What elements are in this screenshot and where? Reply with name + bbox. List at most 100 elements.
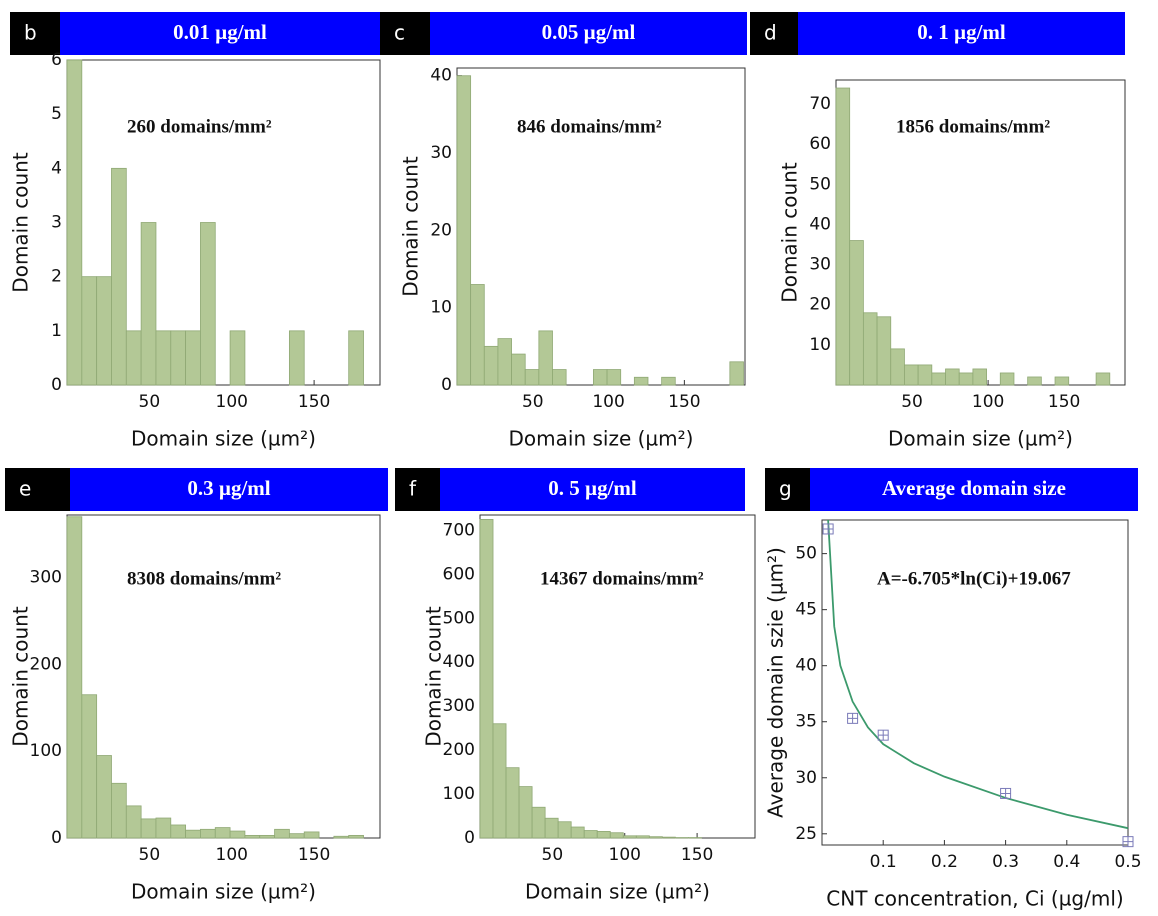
panel-letter-box xyxy=(395,468,440,511)
x-axis-label: Domain size (µm²) xyxy=(509,427,694,451)
x-tick-label: 0.4 xyxy=(1053,852,1080,872)
x-tick-label: 50 xyxy=(139,845,161,865)
x-tick-label: 100 xyxy=(972,392,1004,412)
histogram-bar xyxy=(483,345,499,386)
y-tick-label: 100 xyxy=(30,741,62,761)
annotation: 260 domains/mm² xyxy=(127,116,272,137)
histogram-bar xyxy=(140,818,157,839)
data-point xyxy=(877,729,889,741)
histogram-bar xyxy=(170,330,187,386)
panel-letter: d xyxy=(764,21,777,45)
x-tick-label: 100 xyxy=(216,392,248,412)
histogram-bar xyxy=(185,829,201,839)
y-tick-label: 700 xyxy=(443,520,475,540)
histogram-bar xyxy=(155,330,172,386)
y-tick-label: 35 xyxy=(795,712,817,732)
histogram-bar xyxy=(348,330,364,386)
y-tick-label: 20 xyxy=(809,295,831,315)
y-tick-label: 4 xyxy=(51,158,62,178)
histogram-bar xyxy=(583,830,598,839)
histogram-bar xyxy=(931,372,946,386)
y-axis-label: Domain count xyxy=(778,162,802,303)
y-tick-label: 10 xyxy=(809,335,831,355)
panel-letter: f xyxy=(409,477,417,501)
histogram-bar xyxy=(288,833,305,839)
x-tick-label: 0.5 xyxy=(1114,852,1141,872)
panel-letter-box xyxy=(5,468,70,511)
panel-header xyxy=(810,468,1138,511)
panel-letter-box xyxy=(380,12,430,55)
y-tick-label: 6 xyxy=(51,50,62,70)
data-point xyxy=(1122,836,1134,848)
histogram-bar xyxy=(229,330,246,386)
y-tick-label: 40 xyxy=(809,214,831,234)
y-tick-label: 500 xyxy=(443,608,475,628)
histogram-bar xyxy=(849,240,864,386)
histogram-bar xyxy=(81,694,98,839)
x-tick-label: 0.3 xyxy=(992,852,1019,872)
marker-cross xyxy=(1123,836,1133,847)
histogram-bar xyxy=(661,836,676,839)
histogram-bar xyxy=(244,834,261,839)
histogram-bar xyxy=(200,828,216,839)
panel-header xyxy=(430,12,747,55)
histogram-bar xyxy=(303,831,320,839)
y-tick-label: 2 xyxy=(51,267,62,287)
histogram-bar xyxy=(876,316,892,386)
histogram-bar xyxy=(999,372,1015,386)
histogram-bar xyxy=(492,723,507,839)
histogram-bar xyxy=(259,834,275,839)
x-axis-label: CNT concentration, Ci (µg/ml) xyxy=(826,887,1123,911)
x-tick-label: 0.1 xyxy=(870,852,897,872)
histogram-bar xyxy=(557,821,572,839)
histogram-bar xyxy=(729,361,744,386)
histogram-bar xyxy=(635,835,650,839)
y-tick-label: 70 xyxy=(809,94,831,114)
y-tick-label: 200 xyxy=(443,740,475,760)
histogram-bar xyxy=(661,376,676,386)
histogram-bar xyxy=(155,817,172,839)
marker-cross xyxy=(847,713,858,724)
histogram-bar xyxy=(622,835,637,839)
histogram-bar xyxy=(518,786,533,839)
x-tick-label: 50 xyxy=(139,392,161,412)
histogram-bar xyxy=(66,59,83,386)
histogram-bar xyxy=(505,767,520,839)
panel-header xyxy=(440,468,745,511)
histogram-bar xyxy=(479,518,494,839)
histogram-bar xyxy=(593,369,608,386)
histogram-bar xyxy=(185,330,201,386)
histogram-bar xyxy=(66,516,83,839)
x-tick-label: 150 xyxy=(298,845,330,865)
x-axis-label: Domain size (µm²) xyxy=(888,427,1073,451)
panel-letter: e xyxy=(19,477,31,501)
histogram-bar xyxy=(972,368,987,386)
plot-frame xyxy=(821,519,1129,846)
panel-letter: c xyxy=(394,21,405,45)
histogram-bar xyxy=(111,167,127,386)
panel-letter: g xyxy=(779,477,792,501)
annotation: 14367 domains/mm² xyxy=(540,568,704,589)
panel-letter-box xyxy=(765,468,810,511)
histogram-bar xyxy=(348,834,364,839)
panel-header xyxy=(70,468,388,511)
y-tick-label: 3 xyxy=(51,213,62,233)
marker-cross xyxy=(823,523,834,534)
y-tick-label: 0 xyxy=(51,375,62,395)
histogram-bar xyxy=(497,338,512,386)
x-tick-label: 100 xyxy=(216,845,248,865)
annotation: 1856 domains/mm² xyxy=(896,116,1050,137)
histogram-bar xyxy=(904,364,919,386)
histogram-bar xyxy=(96,755,112,839)
x-tick-label: 150 xyxy=(1048,392,1080,412)
y-tick-label: 30 xyxy=(430,143,452,163)
x-axis-label: Domain size (µm²) xyxy=(131,880,316,904)
histogram-bar xyxy=(552,369,567,386)
y-tick-label: 5 xyxy=(51,104,62,124)
y-tick-label: 0 xyxy=(441,375,452,395)
annotation: 8308 domains/mm² xyxy=(127,568,281,589)
panel-title: 0.05 µg/ml xyxy=(542,20,636,44)
y-tick-label: 400 xyxy=(443,652,475,672)
data-point xyxy=(847,712,859,724)
